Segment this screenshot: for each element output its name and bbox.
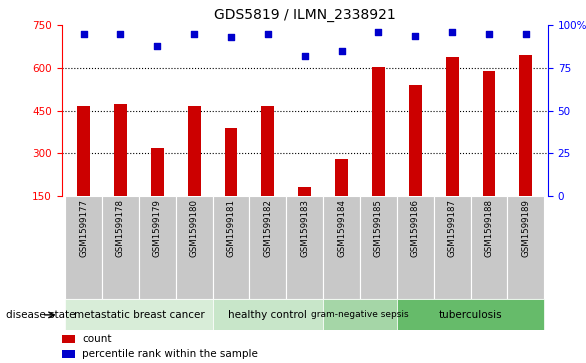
Point [411,33,420,38]
Bar [62,335,75,343]
Point [226,34,236,40]
Text: tuberculosis: tuberculosis [439,310,502,320]
Point [521,31,530,37]
Bar [176,196,213,299]
Text: GSM1599178: GSM1599178 [116,199,125,257]
Bar [287,196,323,299]
Bar [188,106,200,196]
Point [79,31,88,37]
Bar [434,196,471,299]
Bar [446,57,459,196]
Bar [335,159,348,196]
Bar [224,128,237,196]
Bar [65,299,213,330]
Bar [482,71,495,196]
Bar [213,299,323,330]
Bar [323,299,397,330]
Text: percentile rank within the sample: percentile rank within the sample [82,349,258,359]
Bar [397,196,434,299]
Bar [250,196,287,299]
Point [374,29,383,35]
Text: GSM1599189: GSM1599189 [522,199,530,257]
Bar [507,196,544,299]
Text: GSM1599185: GSM1599185 [374,199,383,257]
Text: GSM1599182: GSM1599182 [263,199,272,257]
Text: GSM1599184: GSM1599184 [337,199,346,257]
Point [152,43,162,49]
Text: metastatic breast cancer: metastatic breast cancer [73,310,205,320]
Text: healthy control: healthy control [229,310,307,320]
Title: GDS5819 / ILMN_2338921: GDS5819 / ILMN_2338921 [214,8,396,22]
Bar [151,148,163,196]
Text: GSM1599183: GSM1599183 [300,199,309,257]
Point [300,53,309,59]
Point [337,48,346,54]
Text: GSM1599177: GSM1599177 [79,199,88,257]
Text: GSM1599179: GSM1599179 [153,199,162,257]
Point [189,31,199,37]
Bar [114,103,127,196]
Bar [298,187,311,196]
Bar [102,196,139,299]
Bar [77,106,90,196]
Text: GSM1599181: GSM1599181 [227,199,236,257]
Bar [409,85,422,196]
Text: GSM1599186: GSM1599186 [411,199,420,257]
Text: GSM1599187: GSM1599187 [448,199,456,257]
Bar [62,350,75,358]
Text: count: count [82,334,111,344]
Bar [372,67,385,196]
Bar [323,196,360,299]
Bar [471,196,507,299]
Text: GSM1599180: GSM1599180 [190,199,199,257]
Bar [397,299,544,330]
Point [263,31,272,37]
Bar [139,196,176,299]
Text: GSM1599188: GSM1599188 [485,199,493,257]
Bar [65,196,102,299]
Bar [519,55,532,196]
Point [448,29,457,35]
Bar [261,106,274,196]
Point [116,31,125,37]
Bar [360,196,397,299]
Text: disease state: disease state [6,310,76,320]
Point [484,31,493,37]
Bar [213,196,250,299]
Text: gram-negative sepsis: gram-negative sepsis [311,310,409,319]
